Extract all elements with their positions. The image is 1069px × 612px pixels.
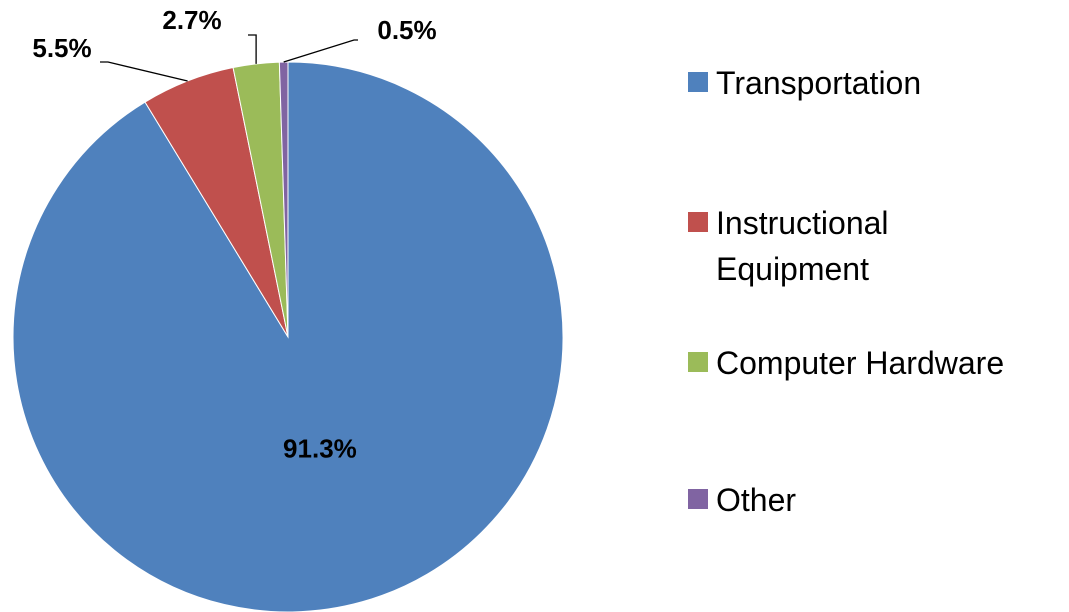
chart: 91.3% 5.5% 2.7% 0.5% bbox=[12, 5, 564, 612]
legend-label: Transportation bbox=[716, 65, 922, 101]
legend-swatch bbox=[688, 212, 708, 232]
value-label: 5.5% bbox=[32, 33, 91, 63]
legend-item: Other bbox=[688, 477, 1046, 523]
leader-line bbox=[283, 39, 358, 63]
value-label: 91.3% bbox=[283, 434, 357, 464]
legend-label: Computer Hardware bbox=[716, 345, 1005, 381]
legend-item: Computer Hardware bbox=[688, 340, 1046, 386]
leader-line bbox=[100, 61, 188, 82]
legend-label: Other bbox=[716, 482, 797, 518]
value-label: 0.5% bbox=[377, 15, 436, 45]
legend-swatch bbox=[688, 489, 708, 509]
legend-item: Instructional Equipment bbox=[688, 200, 1046, 292]
leader-line bbox=[248, 34, 257, 64]
legend-label: Instructional Equipment bbox=[716, 205, 889, 287]
legend-item: Transportation bbox=[688, 60, 1046, 106]
legend-swatch bbox=[688, 352, 708, 372]
legend: Transportation Instructional Equipment Com… bbox=[688, 0, 1069, 612]
legend-swatch bbox=[688, 72, 708, 92]
value-label: 2.7% bbox=[162, 5, 221, 35]
